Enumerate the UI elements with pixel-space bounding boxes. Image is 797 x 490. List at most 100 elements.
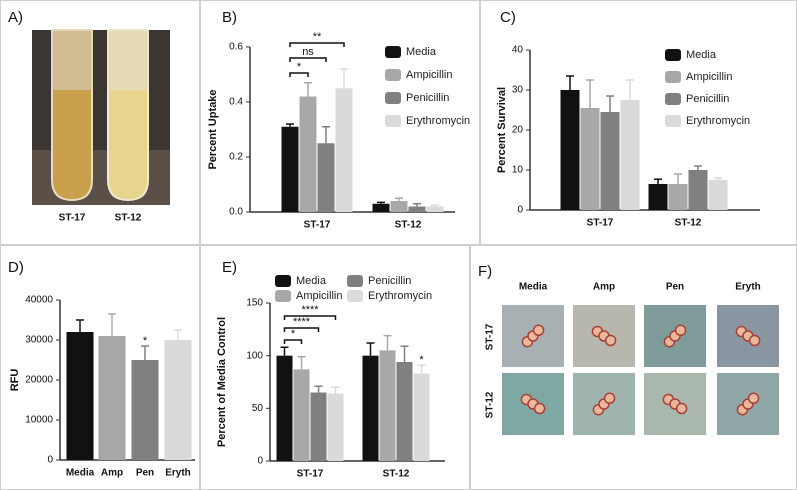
error-bar (400, 345, 409, 362)
bar (408, 206, 426, 212)
legend-swatch (385, 92, 401, 104)
legend-label: Ampicillin (686, 71, 732, 83)
error-bar (626, 79, 634, 100)
x-tick-label: Media (66, 468, 95, 479)
legend-label: Penicillin (368, 275, 411, 287)
column-label: Pen (666, 282, 684, 293)
error-bar (566, 75, 574, 90)
bar (620, 100, 640, 210)
tube-glass-top (52, 30, 92, 90)
panel-label: F) (478, 263, 492, 280)
y-tick-label: 10000 (25, 415, 53, 426)
error-bar (674, 173, 682, 184)
legend-swatch (665, 49, 681, 61)
legend-swatch (275, 290, 291, 302)
legend-label: Erythromycin (686, 115, 750, 127)
x-tick-label: ST-12 (383, 469, 410, 480)
bar (362, 355, 379, 461)
significance-label: * (143, 335, 148, 347)
error-bar (417, 364, 426, 374)
x-tick-label: ST-12 (395, 220, 422, 231)
y-tick-label: 20 (512, 125, 524, 136)
panel-label: A) (8, 9, 23, 26)
legend-swatch (385, 46, 401, 58)
y-tick-label: 0 (47, 455, 53, 466)
x-tick-label: ST-17 (297, 469, 324, 480)
error-bar (413, 203, 421, 207)
x-tick-label: Amp (101, 468, 123, 479)
legend-swatch (347, 275, 363, 287)
bar (293, 369, 310, 461)
error-bar (366, 342, 375, 356)
bar (426, 206, 444, 212)
y-tick-label: 20000 (25, 375, 53, 386)
tube-caption: ST-12 (115, 213, 142, 224)
legend-swatch (275, 275, 291, 287)
row-label: ST-17 (485, 323, 496, 350)
y-tick-label: 0 (517, 205, 523, 216)
bar (413, 373, 430, 461)
significance-bracket (289, 42, 345, 47)
significance-bracket (283, 327, 320, 332)
error-bar (694, 165, 702, 170)
bar (379, 350, 396, 461)
panel-a-border (0, 0, 200, 245)
legend-swatch (347, 290, 363, 302)
legend-label: Penicillin (406, 92, 449, 104)
bar (600, 112, 620, 210)
x-tick-label: ST-12 (675, 218, 702, 229)
bacterium (532, 324, 545, 337)
bar (708, 180, 728, 210)
panel-label: E) (222, 259, 237, 276)
y-tick-label: 50 (252, 403, 264, 414)
error-bar (331, 386, 340, 394)
legend-swatch (385, 115, 401, 127)
bar (668, 184, 688, 210)
legend-label: Erythromycin (368, 290, 432, 302)
legend-swatch (665, 93, 681, 105)
tube-glass-top (108, 30, 148, 90)
significance-label: ** (313, 31, 322, 43)
error-bar (286, 123, 294, 127)
y-tick-label: 0.6 (229, 42, 243, 53)
significance-label: * (291, 328, 296, 340)
legend-label: Erythromycin (406, 115, 470, 127)
legend-label: Ampicillin (296, 290, 342, 302)
error-bar (586, 79, 594, 108)
significance-bracket (289, 57, 327, 62)
bar (396, 361, 413, 461)
bar (688, 170, 708, 210)
column-label: Eryth (735, 282, 761, 293)
bar (276, 355, 293, 461)
bar (317, 143, 335, 212)
panel-label: D) (8, 259, 24, 276)
bar (560, 90, 580, 210)
legend-swatch (385, 69, 401, 81)
error-bar (314, 385, 323, 393)
y-tick-label: 100 (246, 350, 263, 361)
y-tick-label: 0.4 (229, 97, 243, 108)
bar (580, 108, 600, 210)
error-bar (280, 346, 289, 356)
error-bar (297, 355, 306, 370)
error-bar (322, 126, 330, 144)
error-bar (304, 82, 312, 97)
panel-b-border (200, 0, 480, 245)
error-bar (714, 177, 722, 180)
bar (310, 392, 327, 461)
row-label: ST-12 (485, 391, 496, 418)
legend-swatch (665, 115, 681, 127)
error-bar (395, 197, 403, 201)
significance-bracket (283, 339, 303, 344)
error-bar (76, 319, 84, 332)
error-bar (654, 178, 662, 184)
error-bar (141, 345, 149, 360)
significance-label: **** (301, 304, 319, 316)
bacterium (748, 334, 761, 347)
bar (131, 360, 159, 460)
panel-a-photo (32, 29, 170, 205)
bacterium (604, 334, 617, 347)
bar (372, 203, 390, 212)
bacterium (603, 392, 616, 405)
